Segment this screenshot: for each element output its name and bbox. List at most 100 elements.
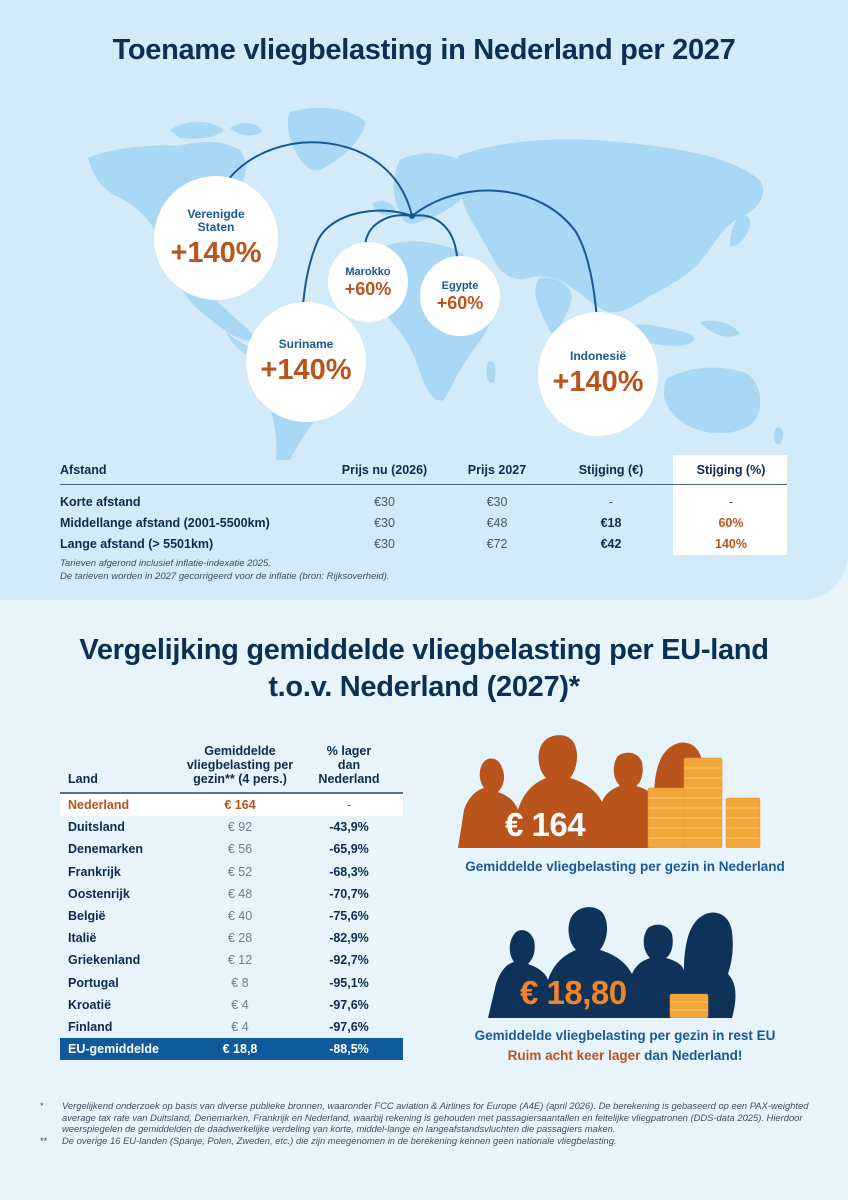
cell-lager: - <box>346 798 352 813</box>
cell-stijging-eur: €42 <box>600 536 622 551</box>
cell-lager: -65,9% <box>329 842 369 857</box>
eu-comparison-table: Land Gemiddelde vliegbelasting per gezin… <box>60 740 403 1061</box>
nl-family-amount: € 164 <box>505 806 586 843</box>
cell-stijging-pct: 140% <box>715 536 747 551</box>
cell-land: Finland <box>68 1019 113 1034</box>
header-line: Nederland <box>318 772 380 786</box>
rate-table: Afstand Prijs nu (2026) Prijs 2027 Stijg… <box>60 455 787 554</box>
header-stijging-eur: Stijging (€) <box>578 462 644 477</box>
destination-bubble-marokko: Marokko +60% <box>328 242 408 322</box>
cell-bedrag: € 12 <box>227 953 253 968</box>
increase-value: +140% <box>260 354 352 387</box>
header-line: dan <box>337 758 361 772</box>
cell-afstand: Middellange afstand (2001-5500km) <box>60 515 270 530</box>
cell-bedrag: € 164 <box>224 798 256 813</box>
header-prijs-2027: Prijs 2027 <box>467 462 527 477</box>
cell-land: Frankrijk <box>68 864 121 879</box>
header-lager: % lager dan Nederland <box>295 744 403 786</box>
country-label: Egypte <box>441 279 479 292</box>
table-row: Middellange afstand (2001-5500km) €30 €4… <box>60 512 787 533</box>
table-row: Duitsland € 92 -43,9% <box>60 816 403 838</box>
eu-family-silhouette-icon <box>488 907 736 1018</box>
destination-bubble-egypte: Egypte +60% <box>420 256 500 336</box>
header-afstand: Afstand <box>60 462 107 477</box>
cell-land: Oostenrijk <box>68 886 130 901</box>
cell-land: Nederland <box>68 798 130 813</box>
rate-table-note: Tarieven afgerond inclusief inflatie-ind… <box>60 557 390 583</box>
netherlands-origin-dot <box>409 213 415 219</box>
eu-table-header: Land Gemiddelde vliegbelasting per gezin… <box>60 740 403 794</box>
cell-land: Duitsland <box>68 820 125 835</box>
country-label: Verenigde <box>187 206 245 221</box>
coin-stack-icon <box>669 993 709 1018</box>
cell-prijs-2027: €48 <box>486 515 508 530</box>
eu-family-caption: Gemiddelde vliegbelasting per gezin in r… <box>474 1028 776 1043</box>
comparison-title-line1: Vergelijking gemiddelde vliegbelasting p… <box>79 634 769 666</box>
cell-bedrag: € 4 <box>231 997 249 1012</box>
eu-family-emphasis: Ruim acht keer lager dan Nederland! <box>425 1048 825 1063</box>
header-line: vliegbelasting per <box>186 758 294 772</box>
cell-lager: -97,6% <box>329 1019 369 1034</box>
cell-lager: -70,7% <box>329 886 369 901</box>
cell-afstand: Korte afstand <box>60 494 141 509</box>
cell-land: Portugal <box>68 975 119 990</box>
header-stijging-pct: Stijging (%) <box>696 462 766 477</box>
cell-lager: -95,1% <box>329 975 369 990</box>
cell-land: EU-gemiddelde <box>68 1042 159 1057</box>
emphasis-orange: Ruim acht keer lager <box>507 1048 641 1063</box>
cell-lager: -88,5% <box>329 1042 369 1057</box>
cell-bedrag: € 52 <box>227 864 253 879</box>
cell-bedrag: € 92 <box>227 820 253 835</box>
nl-family-silhouette-icon <box>458 735 761 848</box>
country-label: Staten <box>197 219 235 234</box>
footnote-mark: ** <box>40 1134 48 1146</box>
cell-prijs-nu: €30 <box>374 494 395 509</box>
country-label: Suriname <box>278 337 334 352</box>
emphasis-rest: dan Nederland! <box>640 1048 743 1063</box>
cell-lager: -82,9% <box>329 931 369 946</box>
table-row: Griekenland € 12 -92,7% <box>60 949 403 971</box>
increase-value: +60% <box>436 292 484 313</box>
eu-family-amount: € 18,80 <box>520 974 627 1011</box>
table-row: Korte afstand €30 €30 - - <box>60 491 787 512</box>
table-row: Lange afstand (> 5501km) €30 €72 €42 140… <box>60 533 787 554</box>
table-row-eu-average: EU-gemiddelde € 18,8 -88,5% <box>60 1038 403 1061</box>
cell-lager: -68,3% <box>329 864 369 879</box>
coin-stack-icons <box>647 757 761 848</box>
cell-bedrag: € 8 <box>231 975 249 990</box>
tax-increase-panel: Toename vliegbelasting in Nederland per … <box>0 0 848 600</box>
table-row: Kroatië € 4 -97,6% <box>60 994 403 1016</box>
page-title: Toename vliegbelasting in Nederland per … <box>112 34 736 66</box>
footnote-text: De overige 16 EU-landen (Spanje, Polen, … <box>62 1134 617 1146</box>
table-row-nederland: Nederland € 164 - <box>60 794 403 817</box>
cell-lager: -43,9% <box>329 820 369 835</box>
cell-bedrag: € 28 <box>227 931 253 946</box>
comparison-title-line2: t.o.v. Nederland (2027)* <box>268 671 580 703</box>
cell-land: België <box>68 909 106 924</box>
table-row: Oostenrijk € 48 -70,7% <box>60 883 403 905</box>
cell-stijging-eur: €18 <box>600 515 622 530</box>
cell-land: Kroatië <box>68 997 112 1012</box>
table-row: Finland € 4 -97,6% <box>60 1016 403 1038</box>
table-row: Frankrijk € 52 -68,3% <box>60 861 403 883</box>
note-line: Tarieven afgerond inclusief inflatie-ind… <box>60 558 271 569</box>
cell-stijging-pct: 60% <box>718 515 744 530</box>
header-line: % lager <box>326 744 372 758</box>
increase-value: +60% <box>344 278 392 299</box>
header-line: Gemiddelde <box>204 744 276 758</box>
cell-land: Denemarken <box>68 842 144 857</box>
cell-afstand: Lange afstand (> 5501km) <box>60 536 214 551</box>
footnote-text: Vergelijkend onderzoek op basis van dive… <box>62 1100 809 1134</box>
table-row: Portugal € 8 -95,1% <box>60 972 403 994</box>
rate-table-header: Afstand Prijs nu (2026) Prijs 2027 Stijg… <box>60 455 787 485</box>
footnote: ** De overige 16 EU-landen (Spanje, Pole… <box>40 1135 810 1147</box>
table-row: Italië € 28 -82,9% <box>60 927 403 949</box>
cell-land: Italië <box>68 931 97 946</box>
pct-column-highlight <box>673 455 787 555</box>
cell-land: Griekenland <box>68 953 141 968</box>
increase-value: +140% <box>552 366 644 399</box>
cell-prijs-nu: €30 <box>374 536 395 551</box>
cell-lager: -92,7% <box>329 953 369 968</box>
cell-stijging-pct: - <box>728 494 734 509</box>
cell-lager: -97,6% <box>329 997 369 1012</box>
